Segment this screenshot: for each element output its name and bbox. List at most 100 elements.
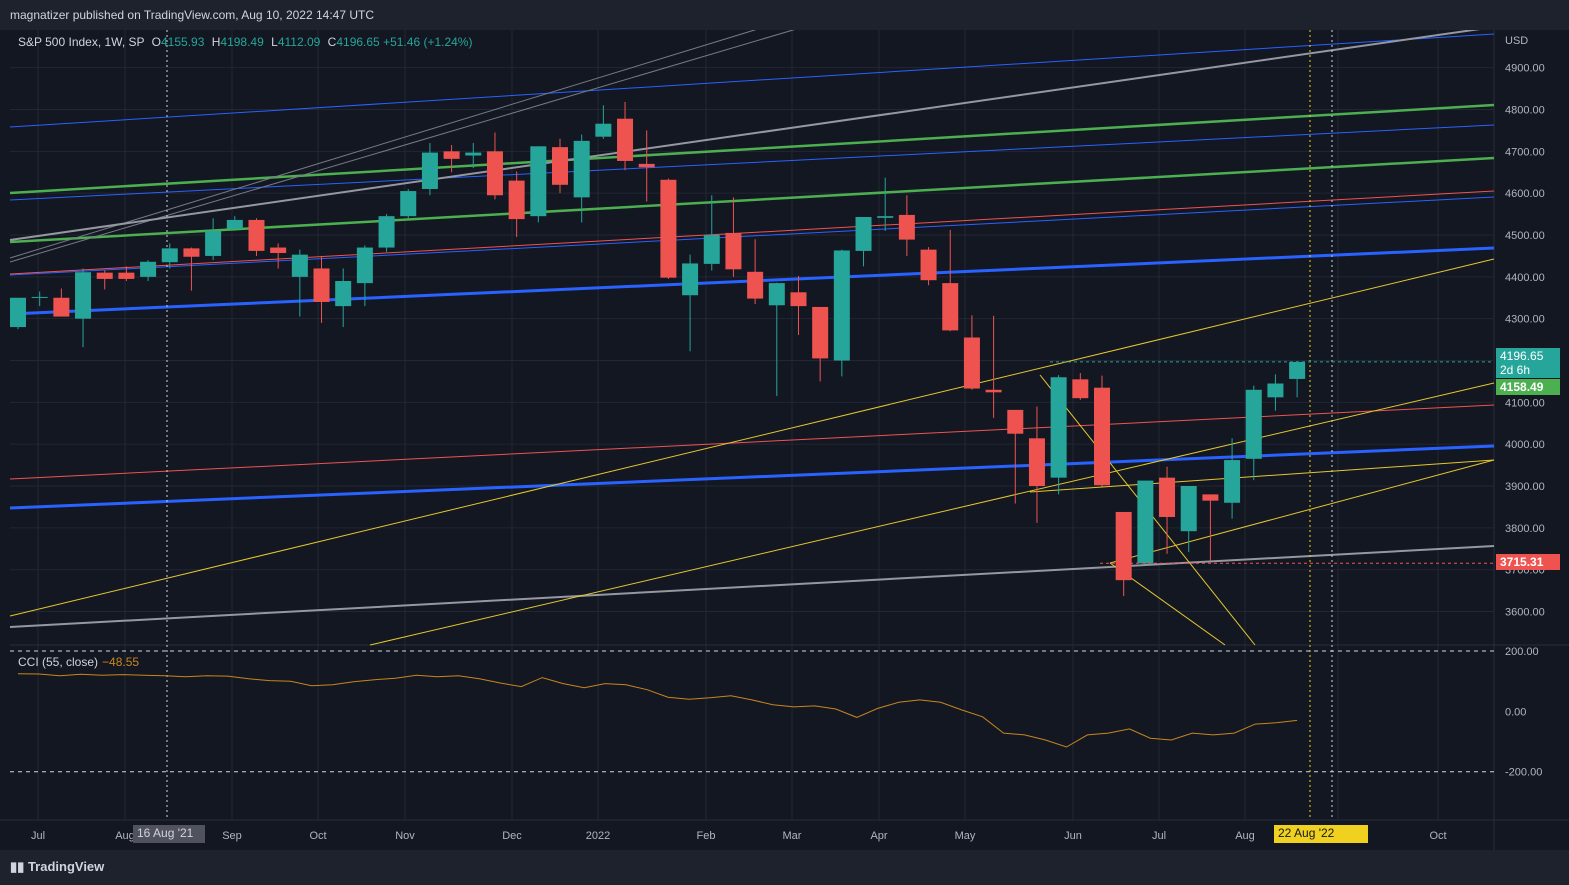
trend-line: [9, 196, 1495, 276]
time-tick-label: Feb: [697, 830, 716, 842]
candle-body: [682, 263, 699, 296]
price-tick-label: 4400.00: [1505, 272, 1545, 284]
candle-body: [465, 152, 482, 156]
high-value: 4198.49: [220, 35, 264, 49]
time-tick-label: Aug: [1235, 830, 1255, 842]
candle-body: [790, 292, 807, 307]
candle-body: [183, 248, 200, 257]
price-tick-label: 4800.00: [1505, 104, 1545, 116]
time-tick-label: May: [955, 830, 976, 842]
price-tick-label: 4500.00: [1505, 230, 1545, 242]
candle-body: [1137, 480, 1154, 564]
time-tick-label: Sep: [222, 830, 242, 842]
low-value: 4112.09: [277, 35, 321, 49]
price-tick-label: 4700.00: [1505, 146, 1545, 158]
candle-body: [768, 283, 785, 306]
price-tick-label: 4100.00: [1505, 397, 1545, 409]
price-tick-label: 4000.00: [1505, 439, 1545, 451]
trend-line: [9, 545, 1495, 628]
candle-body: [898, 214, 915, 240]
candle-body: [1115, 511, 1132, 581]
last-price-tag: 4196.65 2d 6h: [1496, 348, 1560, 378]
cci-label: CCI (55, close): [18, 655, 99, 669]
candle-body: [1289, 361, 1306, 379]
close-value: 4196.65: [336, 35, 380, 49]
time-tick-label: Dec: [502, 830, 522, 842]
candle-body: [573, 140, 590, 198]
time-tick-label: Mar: [783, 830, 802, 842]
candle-body: [747, 271, 764, 299]
tradingview-logo[interactable]: ▮▮ TradingView: [10, 859, 104, 875]
candle-body: [118, 272, 135, 279]
candle-body: [443, 151, 460, 159]
candle-body: [877, 216, 894, 218]
candle-body: [140, 261, 157, 277]
cci-legend[interactable]: CCI (55, close) −48.55: [18, 655, 139, 669]
time-tick-label: Jul: [31, 830, 45, 842]
price-tick-label: 4300.00: [1505, 314, 1545, 326]
low-label: L: [271, 35, 278, 49]
trend-line: [9, 26, 1495, 241]
time-tick-label: Jun: [1064, 830, 1082, 842]
green-level-tag: 4158.49: [1496, 379, 1560, 395]
trend-line: [9, 258, 1495, 617]
cci-tick-label: 200.00: [1505, 646, 1539, 658]
candle-body: [421, 152, 438, 189]
candle-body: [530, 146, 547, 217]
price-tick-label: 4600.00: [1505, 188, 1545, 200]
candle-body: [356, 247, 373, 284]
candle-body: [1202, 494, 1219, 501]
candle-body: [552, 147, 568, 185]
time-tick-label: Aug: [115, 830, 135, 842]
candle-body: [31, 296, 48, 298]
candle-body: [335, 281, 352, 307]
open-value: 4155.93: [161, 35, 205, 49]
candle-body: [1224, 460, 1241, 503]
trend-line: [9, 21, 821, 263]
candle-body: [486, 151, 503, 196]
last-price-value: 4196.65: [1500, 349, 1544, 363]
symbol-legend[interactable]: S&P 500 Index, 1W, SP O4155.93 H4198.49 …: [18, 35, 472, 49]
cci-tick-label: -200.00: [1505, 767, 1542, 779]
candle-body: [400, 191, 417, 217]
candle-body: [53, 297, 70, 317]
symbol-name: S&P 500 Index, 1W, SP: [18, 35, 145, 49]
candle-body: [595, 123, 612, 137]
currency-label: USD: [1505, 35, 1528, 47]
left-date-highlight: 16 Aug '21: [133, 825, 205, 843]
candle-body: [660, 179, 677, 278]
candle-body: [703, 235, 720, 264]
candle-body: [920, 249, 937, 281]
bottom-bar: [0, 850, 1569, 885]
candle-body: [378, 216, 395, 248]
candle-body: [638, 163, 655, 168]
candle-body: [1007, 409, 1024, 434]
trend-line: [9, 103, 1495, 195]
candle-body: [617, 118, 634, 161]
trend-line: [9, 9, 821, 259]
open-label: O: [151, 35, 161, 49]
candle-body: [161, 248, 178, 263]
candle-body: [1072, 379, 1089, 399]
candle-body: [985, 389, 1002, 393]
candle-body: [942, 283, 959, 331]
top-bar: magnatizer published on TradingView.com,…: [0, 0, 1569, 30]
candle-body: [833, 250, 850, 361]
cci-line: [17, 673, 1298, 748]
time-tick-label: Oct: [309, 830, 326, 842]
candle-body: [1094, 387, 1110, 486]
candle-body: [1180, 486, 1197, 532]
tradingview-logo-text: TradingView: [27, 859, 105, 874]
close-label: C: [327, 35, 337, 49]
price-tick-label: 4900.00: [1505, 63, 1545, 75]
candle-body: [205, 230, 222, 256]
price-tick-label: 3600.00: [1505, 607, 1545, 619]
candle-body: [725, 232, 742, 270]
right-date-highlight: 22 Aug '22: [1274, 825, 1368, 843]
price-tick-label: 3800.00: [1505, 523, 1545, 535]
trend-line: [9, 33, 1495, 128]
candle-body: [226, 219, 243, 229]
candle-body: [248, 219, 265, 251]
price-tick-label: 3900.00: [1505, 481, 1545, 493]
tradingview-logo-icon: ▮▮: [10, 859, 25, 874]
